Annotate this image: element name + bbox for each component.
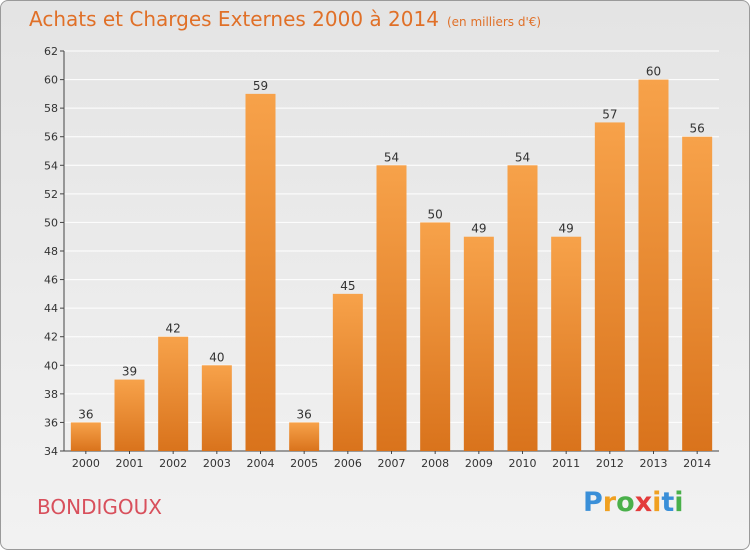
x-tick-label-2003: 2003 (203, 457, 231, 470)
y-tick-label: 62 (44, 45, 58, 58)
bar-2006 (332, 293, 363, 451)
bar-2011 (551, 236, 582, 451)
logo-letter: r (602, 487, 617, 518)
bar-2004 (245, 93, 276, 451)
x-tick-label-2002: 2002 (159, 457, 187, 470)
x-tick-label-2012: 2012 (596, 457, 624, 470)
chart-unit: (en milliers d'€) (446, 15, 542, 29)
bar-2012 (594, 122, 625, 451)
y-tick-label: 38 (44, 388, 58, 401)
data-label-2012: 57 (602, 107, 617, 121)
bar-2008 (420, 222, 451, 451)
bar-2014 (682, 136, 713, 451)
bar-2010 (507, 165, 538, 452)
y-tick-label: 50 (44, 216, 58, 229)
y-tick-label: 54 (44, 159, 58, 172)
bar-2003 (201, 365, 232, 451)
bar-2009 (463, 236, 494, 451)
bar-2000 (70, 422, 101, 451)
x-tick-label-2004: 2004 (247, 457, 275, 470)
logo-letter: i (674, 487, 684, 518)
data-label-2004: 59 (253, 79, 268, 93)
y-tick-label: 58 (44, 102, 58, 115)
commune-name: BONDIGOUX (37, 495, 162, 519)
logo-letter: P (583, 487, 603, 518)
x-tick-label-2008: 2008 (421, 457, 449, 470)
x-tick-label-2010: 2010 (509, 457, 537, 470)
bars (70, 79, 713, 452)
y-tick-label: 52 (44, 188, 58, 201)
data-label-2013: 60 (646, 65, 661, 79)
data-label-2005: 36 (297, 407, 312, 421)
data-label-2003: 40 (209, 350, 224, 364)
y-tick-label: 44 (44, 302, 58, 315)
logo-letter: i (652, 487, 662, 518)
x-tick-label-2001: 2001 (116, 457, 144, 470)
bar-2001 (114, 379, 145, 451)
y-tick-label: 40 (44, 359, 58, 372)
x-tick-label-2014: 2014 (683, 457, 711, 470)
logo-letter: t (661, 487, 675, 518)
x-tick-label-2005: 2005 (290, 457, 318, 470)
y-tick-label: 46 (44, 274, 58, 287)
x-tick-label-2013: 2013 (640, 457, 668, 470)
data-label-2010: 54 (515, 150, 530, 164)
logo-letter: x (634, 487, 653, 518)
data-label-2000: 36 (78, 407, 93, 421)
data-label-2001: 39 (122, 365, 137, 379)
y-tick-label: 60 (44, 74, 58, 87)
labels: 34 36 38 40 42 44 46 48 50 52 54 56 58 60 62 36 2000 39 20… (44, 45, 711, 470)
data-label-2009: 49 (471, 222, 486, 236)
x-tick-label-2007: 2007 (378, 457, 406, 470)
x-tick-label-2009: 2009 (465, 457, 493, 470)
y-tick-label: 34 (44, 445, 58, 458)
data-label-2002: 42 (166, 322, 181, 336)
chart-title: Achats et Charges Externes 2000 à 2014 (e… (29, 7, 541, 31)
y-tick-label: 42 (44, 331, 58, 344)
x-tick-label-2000: 2000 (72, 457, 100, 470)
bar-2013 (638, 79, 669, 452)
data-label-2014: 56 (690, 122, 705, 136)
data-label-2006: 45 (340, 279, 355, 293)
x-tick-label-2011: 2011 (552, 457, 580, 470)
proxiti-logo[interactable]: Proxiti (583, 487, 684, 518)
y-tick-label: 56 (44, 131, 58, 144)
bar-2002 (158, 336, 189, 451)
bar-2005 (289, 422, 320, 451)
chart-title-text: Achats et Charges Externes 2000 à 2014 (29, 7, 439, 31)
data-label-2007: 54 (384, 150, 399, 164)
data-label-2011: 49 (559, 222, 574, 236)
bar-2007 (376, 165, 407, 452)
y-tick-label: 36 (44, 416, 58, 429)
logo-letter: o (616, 487, 635, 518)
x-tick-label-2006: 2006 (334, 457, 362, 470)
y-tick-label: 48 (44, 245, 58, 258)
data-label-2008: 50 (428, 207, 443, 221)
